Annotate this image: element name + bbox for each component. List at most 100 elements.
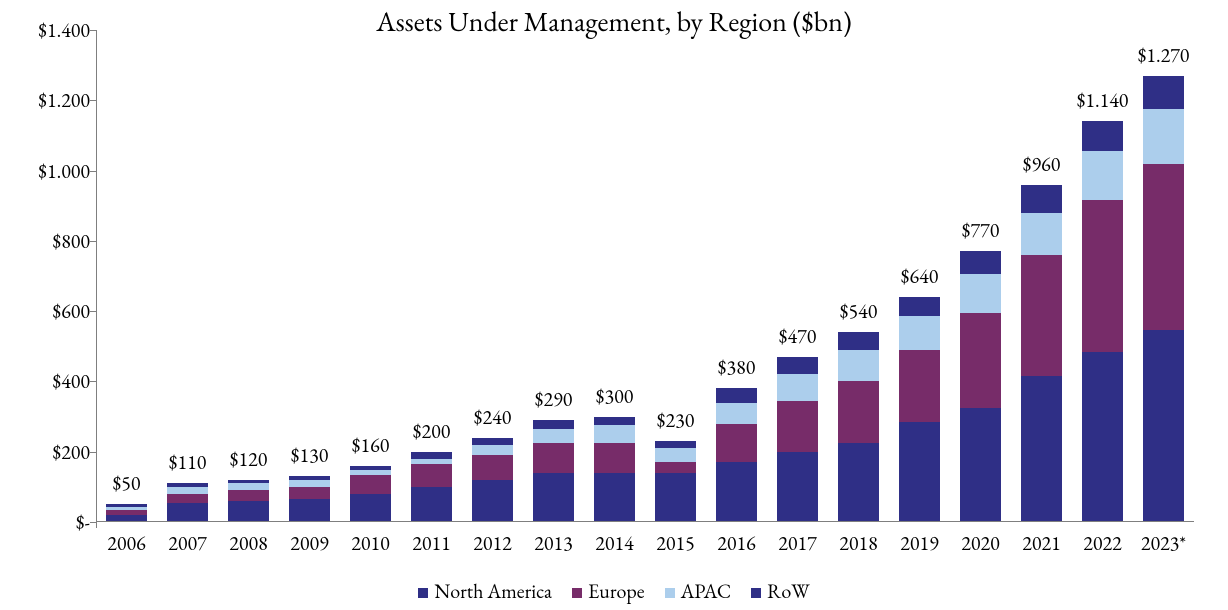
bar-segment: [716, 424, 757, 463]
bar-segment: [411, 452, 452, 459]
bar-segment: [838, 443, 879, 522]
bar-segment: [960, 408, 1001, 522]
legend-label: RoW: [767, 578, 809, 604]
bar-total-label: $540: [840, 298, 878, 324]
bar-segment: [106, 507, 147, 510]
bar-total-label: $300: [596, 383, 634, 409]
bar-segment: [106, 504, 147, 506]
bar-group: $9602021: [1021, 185, 1062, 522]
bar-total-label: $1.140: [1077, 87, 1129, 113]
x-tick-label: 2020: [961, 530, 999, 556]
bar-segment: [838, 350, 879, 382]
bar-segment: [289, 499, 330, 522]
bar-segment: [228, 483, 269, 490]
bar-segment: [289, 487, 330, 499]
bar-segment: [1021, 376, 1062, 522]
bar-total-label: $1.270: [1138, 42, 1190, 68]
bar-segment: [1082, 200, 1123, 351]
bar-segment: [1082, 121, 1123, 151]
legend-item: APAC: [665, 578, 732, 604]
bar-segment: [655, 448, 696, 462]
bar-segment: [594, 443, 635, 473]
bar-segment: [167, 487, 208, 494]
bar-total-label: $50: [112, 470, 140, 496]
x-tick-label: 2011: [412, 530, 450, 556]
bar-segment: [1143, 76, 1184, 109]
bar-total-label: $200: [413, 418, 451, 444]
legend-swatch: [751, 588, 761, 598]
bar-segment: [777, 374, 818, 400]
bar-group: $6402019: [899, 297, 940, 522]
bar-total-label: $110: [169, 449, 207, 475]
bar-segment: [533, 429, 574, 443]
bar-segment: [899, 350, 940, 422]
x-tick-label: 2014: [595, 530, 633, 556]
bar-segment: [472, 480, 513, 522]
x-tick-label: 2022: [1083, 530, 1121, 556]
bar-segment: [167, 494, 208, 503]
bar-total-label: $960: [1023, 151, 1061, 177]
bar-group: $1102007: [167, 483, 208, 522]
bar-group: $1202008: [228, 480, 269, 522]
legend-item: Europe: [572, 578, 645, 604]
bar-segment: [350, 470, 391, 474]
y-tick-label: $1.400: [38, 17, 96, 43]
bar-total-label: $130: [291, 442, 329, 468]
bar-segment: [655, 473, 696, 522]
x-tick-label: 2018: [839, 530, 877, 556]
x-tick-label: 2021: [1022, 530, 1060, 556]
bar-segment: [411, 459, 452, 464]
bar-segment: [472, 455, 513, 480]
bar-group: $1302009: [289, 476, 330, 522]
bar-total-label: $640: [901, 263, 939, 289]
bar-segment: [1082, 151, 1123, 200]
bar-segment: [411, 487, 452, 522]
bar-segment: [533, 473, 574, 522]
bar-segment: [1143, 330, 1184, 522]
aum-chart: Assets Under Management, by Region ($bn)…: [0, 0, 1228, 610]
bar-total-label: $770: [962, 217, 1000, 243]
bar-total-label: $240: [474, 404, 512, 430]
x-tick-label: 2012: [473, 530, 511, 556]
y-tick-label: $1.000: [38, 158, 96, 184]
bar-total-label: $230: [657, 407, 695, 433]
bar-group: $1.1402022: [1082, 121, 1123, 522]
x-tick-label: 2009: [290, 530, 328, 556]
bar-segment: [350, 475, 391, 494]
bar-segment: [716, 403, 757, 424]
bar-segment: [228, 501, 269, 522]
bar-total-label: $160: [352, 432, 390, 458]
bar-segment: [411, 464, 452, 487]
bar-group: $1602010: [350, 466, 391, 522]
bars-container: $502006$1102007$1202008$1302009$1602010$…: [96, 30, 1194, 522]
x-tick-label: 2010: [351, 530, 389, 556]
bar-group: $3802016: [716, 388, 757, 522]
bar-segment: [533, 420, 574, 429]
bar-segment: [1021, 185, 1062, 213]
bar-group: $4702017: [777, 357, 818, 522]
legend-swatch: [418, 588, 428, 598]
x-tick-label: 2006: [107, 530, 145, 556]
legend-label: Europe: [588, 578, 645, 604]
x-tick-label: 2007: [168, 530, 206, 556]
x-tick-label: 2015: [656, 530, 694, 556]
bar-segment: [655, 441, 696, 448]
bar-group: $3002014: [594, 417, 635, 522]
bar-segment: [472, 438, 513, 445]
bar-segment: [960, 313, 1001, 408]
x-axis-baseline: [96, 521, 1194, 522]
bar-segment: [228, 490, 269, 501]
bar-total-label: $380: [718, 354, 756, 380]
bar-segment: [1143, 164, 1184, 331]
bar-group: $5402018: [838, 332, 879, 522]
bar-segment: [533, 443, 574, 473]
legend-item: RoW: [751, 578, 809, 604]
legend-swatch: [665, 588, 675, 598]
bar-segment: [899, 297, 940, 316]
bar-total-label: $470: [779, 323, 817, 349]
bar-segment: [716, 388, 757, 402]
bar-segment: [472, 445, 513, 456]
bar-segment: [899, 422, 940, 522]
bar-total-label: $290: [535, 386, 573, 412]
bar-total-label: $120: [230, 446, 268, 472]
